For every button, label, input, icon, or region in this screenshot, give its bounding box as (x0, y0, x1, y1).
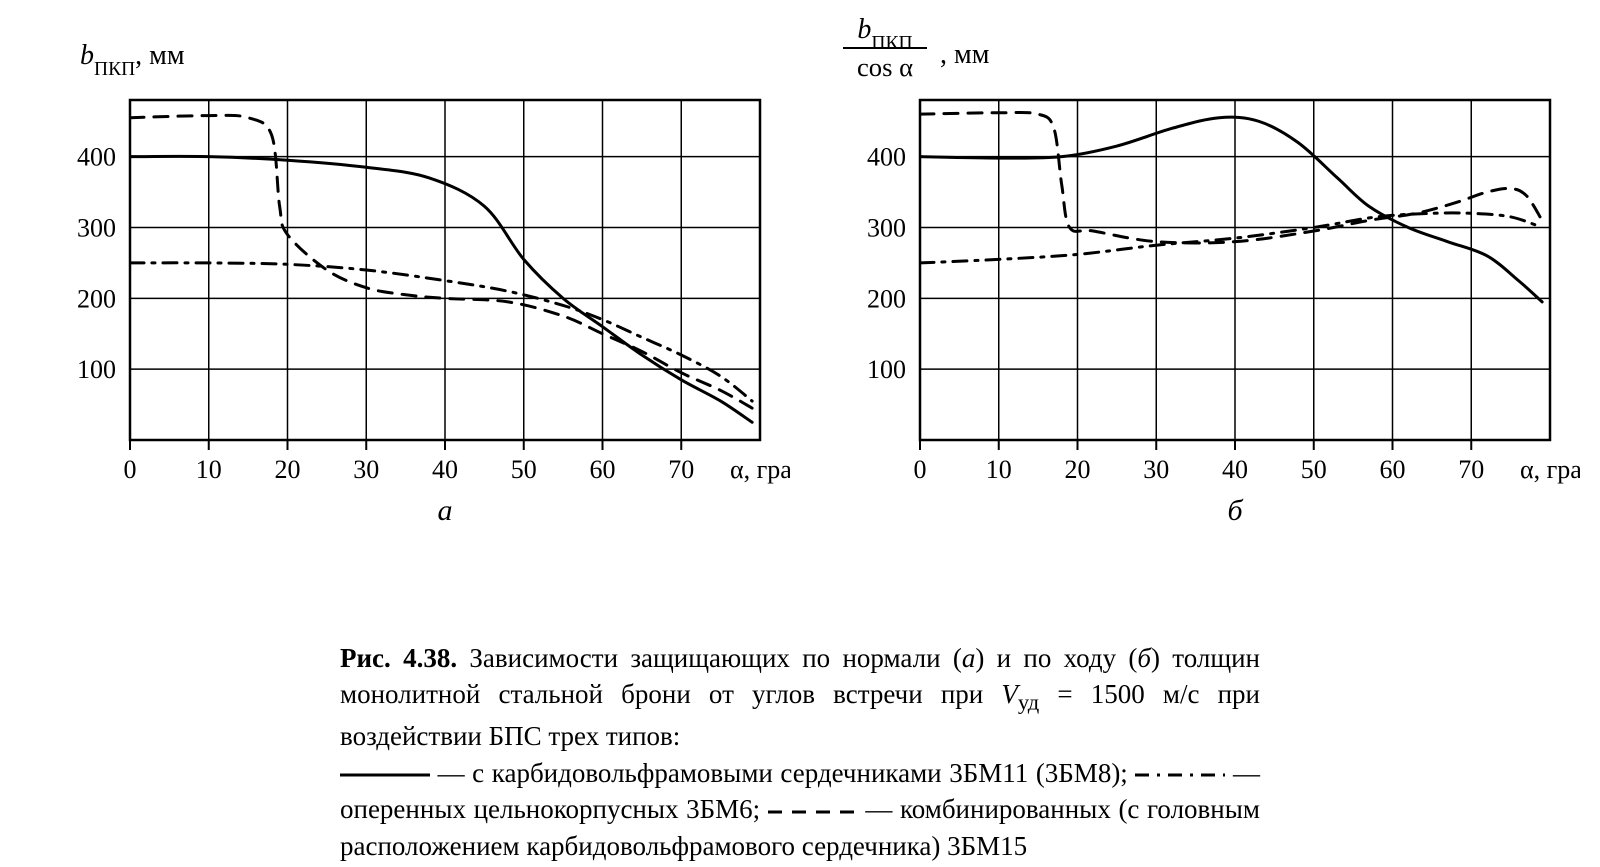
svg-text:30: 30 (1143, 455, 1169, 484)
svg-text:50: 50 (1301, 455, 1327, 484)
svg-text:20: 20 (1065, 455, 1091, 484)
svg-text:60: 60 (1380, 455, 1406, 484)
svg-text:40: 40 (1222, 455, 1248, 484)
svg-text:0: 0 (914, 455, 927, 484)
svg-text:50: 50 (511, 455, 537, 484)
svg-text:100: 100 (77, 355, 116, 384)
svg-text:40: 40 (432, 455, 458, 484)
svg-text:60: 60 (590, 455, 616, 484)
svg-text:α, град: α, град (730, 455, 790, 484)
svg-text:10: 10 (196, 455, 222, 484)
legend-dashdot-icon (1135, 768, 1225, 782)
chart-b: 010203040506070α, град100200300400bПКПco… (810, 0, 1580, 560)
svg-text:20: 20 (275, 455, 301, 484)
figure-number: Рис. 4.38. (340, 643, 457, 673)
svg-text:300: 300 (867, 214, 906, 243)
svg-text:200: 200 (867, 284, 906, 313)
svg-text:, мм: , мм (940, 39, 990, 70)
svg-text:100: 100 (867, 355, 906, 384)
chart-a: 0 10 20 30 40 50 60 70 α, град 100 200 300 400 bПКП, … (20, 0, 790, 560)
svg-text:bПКП, мм: bПКП, мм (80, 40, 185, 80)
svg-text:α, град: α, град (1520, 455, 1580, 484)
svg-text:400: 400 (77, 143, 116, 172)
legend-solid-icon (340, 768, 430, 782)
svg-text:б: б (1227, 494, 1243, 527)
svg-text:70: 70 (668, 455, 694, 484)
chart-a-slot: 0 10 20 30 40 50 60 70 α, град 100 200 300 400 bПКП, … (20, 0, 790, 560)
svg-text:10: 10 (986, 455, 1012, 484)
svg-text:400: 400 (867, 143, 906, 172)
svg-text:200: 200 (77, 284, 116, 313)
svg-text:30: 30 (353, 455, 379, 484)
figure-caption: Рис. 4.38. Зависимости защищающих по нор… (340, 640, 1260, 864)
charts-row: 010203040506070α, град100200300400bПКП, … (0, 0, 1600, 560)
svg-text:а: а (438, 494, 453, 527)
figure-4-38: { "figure":{ "number":"Рис. 4.38.", "tex… (0, 0, 1600, 867)
chart-b-slot: 010203040506070α, град100200300400bПКПco… (810, 0, 1580, 560)
svg-text:0: 0 (124, 455, 137, 484)
svg-text:300: 300 (77, 214, 116, 243)
svg-text:70: 70 (1458, 455, 1484, 484)
svg-text:cos α: cos α (857, 52, 913, 82)
legend-dashed-icon (768, 805, 858, 819)
